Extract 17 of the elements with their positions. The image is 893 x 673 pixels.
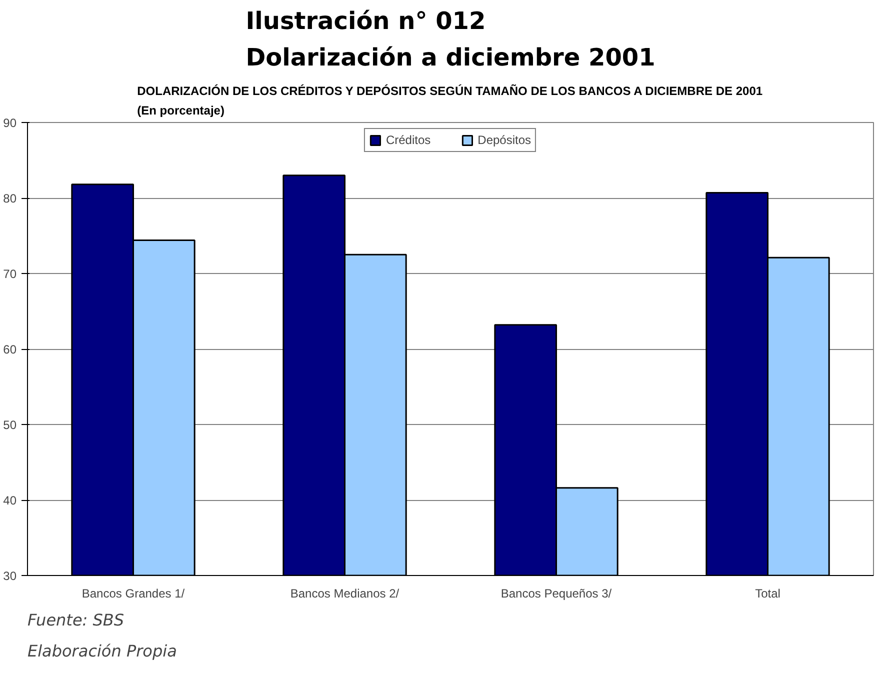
source-note: Fuente: SBS <box>28 610 124 630</box>
x-tick-label: Bancos Pequeños 3/ <box>500 586 612 600</box>
x-tick-label: Bancos Grandes 1/ <box>82 586 186 600</box>
x-tick-label: Total <box>755 586 780 600</box>
legend-label: Depósitos <box>478 133 532 147</box>
chart-title: Ilustración n° 012 Dolarización a diciembre 2001 <box>246 7 656 72</box>
y-tick-label: 60 <box>3 342 17 356</box>
y-tick-label: 80 <box>3 192 17 206</box>
x-tick-label: Bancos Medianos 2/ <box>290 586 400 600</box>
y-tick-label: 30 <box>3 569 17 583</box>
y-tick-label: 70 <box>3 267 17 281</box>
legend-label: Créditos <box>386 133 431 147</box>
text: Elaboración Propia <box>28 642 177 660</box>
y-tick-label: 50 <box>3 418 17 432</box>
y-tick-label: 40 <box>3 494 17 508</box>
y-tick-label: 90 <box>3 116 17 130</box>
chart-subtitle: DOLARIZACIÓN DE LOS CRÉDITOS Y DEPÓSITOS SEGÚN TAMAÑO DE LOS BANCOS A DICIEMBRE DE 2001 (En porcentaje) <box>137 84 763 118</box>
